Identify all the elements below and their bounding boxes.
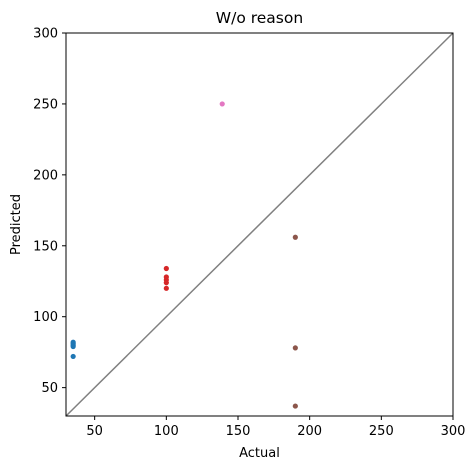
x-tick-label: 250 bbox=[369, 424, 394, 439]
reference-line bbox=[65, 32, 454, 417]
y-tick-label: 150 bbox=[33, 239, 58, 254]
x-tick-label: 300 bbox=[441, 424, 466, 439]
x-axis-ticks: 50 100 150 200 250 300 bbox=[86, 416, 465, 439]
y-tick-label: 250 bbox=[33, 97, 58, 112]
data-point bbox=[163, 265, 169, 272]
y-axis-label: Predicted bbox=[9, 194, 24, 255]
x-tick-label: 100 bbox=[154, 424, 179, 439]
data-points bbox=[70, 101, 298, 409]
y-tick-label: 200 bbox=[33, 168, 58, 183]
plot-frame bbox=[65, 32, 454, 417]
y-tick-label: 100 bbox=[33, 310, 58, 325]
data-point bbox=[219, 101, 225, 107]
data-point bbox=[163, 285, 169, 291]
chart-title: W/o reason bbox=[216, 9, 303, 27]
x-tick-label: 200 bbox=[297, 424, 322, 439]
data-point bbox=[70, 353, 76, 360]
y-tick-label: 300 bbox=[33, 27, 58, 42]
data-point bbox=[70, 339, 76, 345]
y-tick-label: 50 bbox=[41, 381, 58, 396]
data-point bbox=[163, 274, 169, 280]
data-point bbox=[292, 234, 298, 240]
data-point bbox=[292, 403, 298, 409]
x-tick-label: 150 bbox=[226, 424, 251, 439]
x-tick-label: 50 bbox=[86, 424, 103, 439]
plot-area bbox=[65, 32, 454, 417]
x-axis-label: Actual bbox=[239, 446, 280, 461]
data-point bbox=[292, 345, 298, 351]
y-axis-ticks: 50 100 150 200 250 300 bbox=[33, 27, 66, 396]
